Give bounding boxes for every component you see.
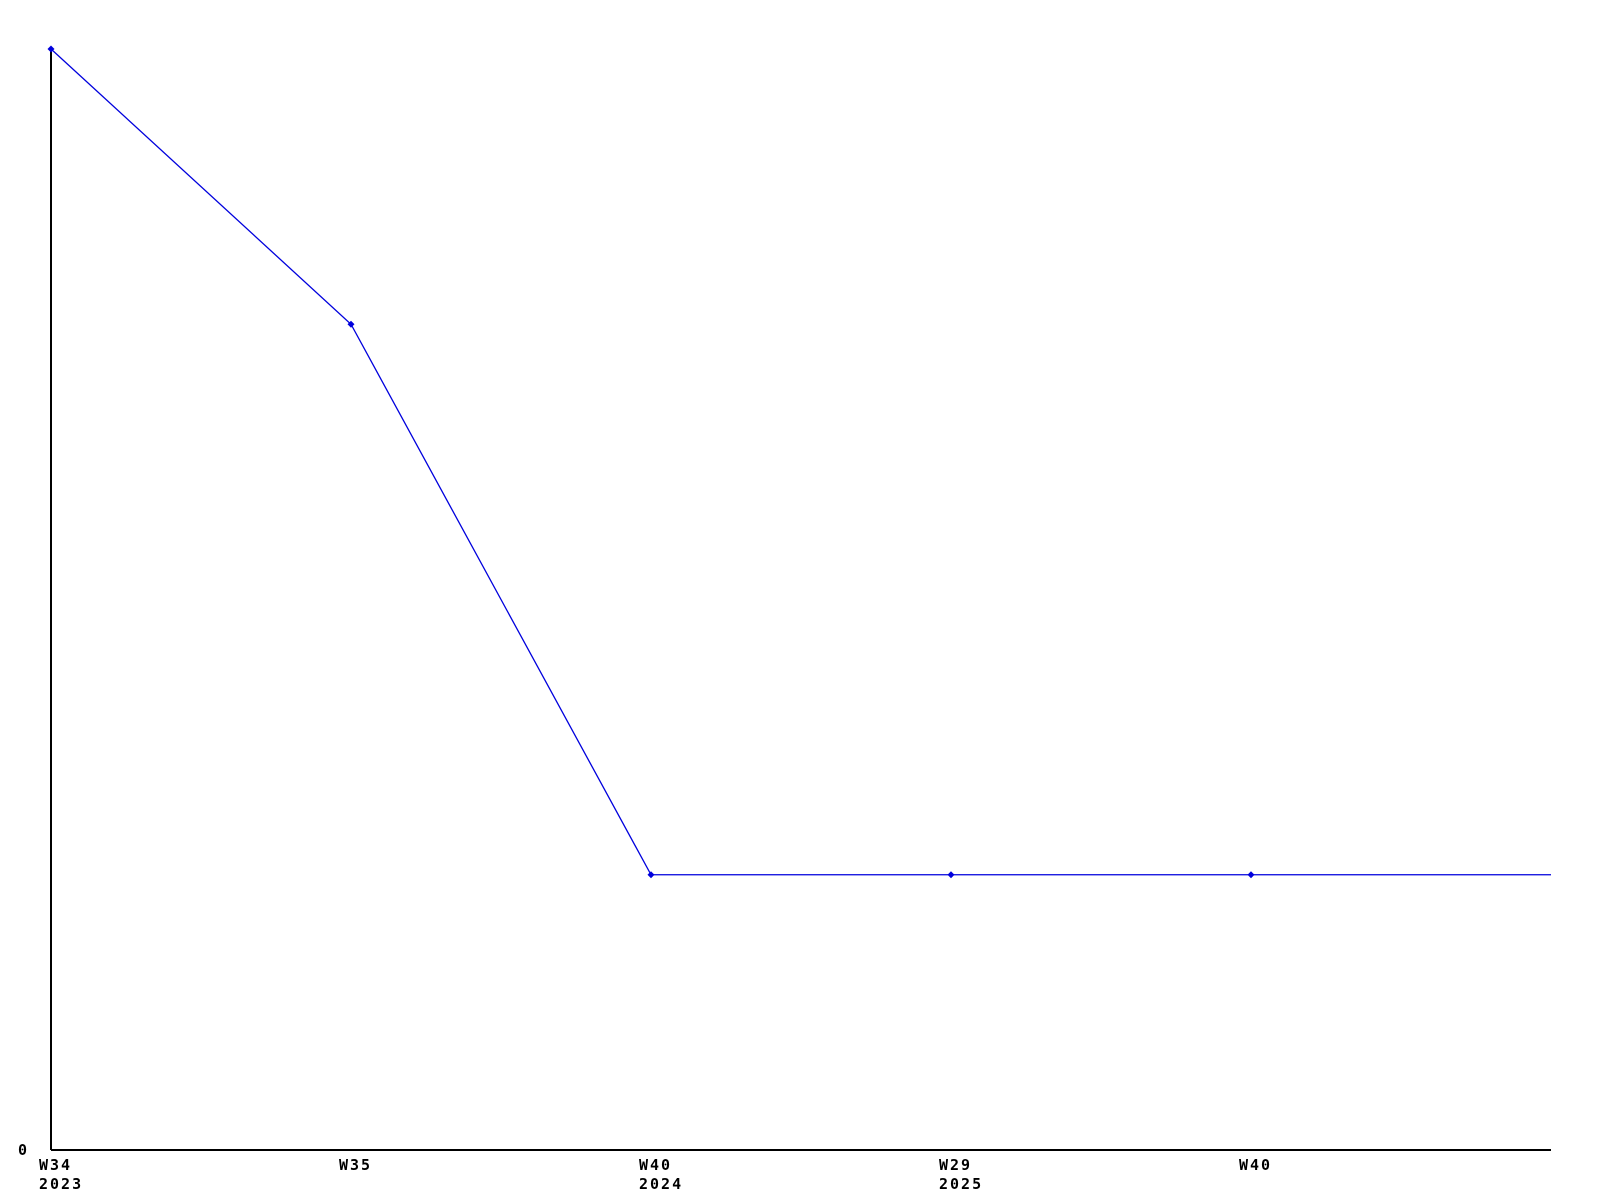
data-point-marker <box>647 871 655 879</box>
x-tick-year-label: 2024 <box>639 1175 684 1193</box>
data-point-marker <box>47 45 55 53</box>
x-axis-tick-label: W40 <box>1239 1156 1272 1175</box>
series-line <box>50 48 1551 876</box>
x-axis-tick-label: W35 <box>339 1156 372 1175</box>
x-tick-year-label: 2023 <box>39 1175 84 1193</box>
x-tick-week-label: W29 <box>939 1156 973 1174</box>
data-point-marker <box>947 871 955 879</box>
x-tick-year-label: 2025 <box>939 1175 984 1193</box>
x-tick-week-label: W40 <box>1239 1156 1273 1174</box>
data-point-marker <box>347 320 355 328</box>
x-axis-tick-label: W29 2025 <box>939 1156 983 1194</box>
x-axis-tick-label: W34 2023 <box>39 1156 83 1194</box>
x-tick-week-label: W35 <box>339 1156 373 1174</box>
x-tick-week-label: W40 <box>639 1156 673 1174</box>
x-tick-week-label: W34 <box>39 1156 73 1174</box>
x-axis-tick-label: W40 2024 <box>639 1156 683 1194</box>
y-axis-tick-label: 0 <box>18 1141 28 1159</box>
data-point-marker <box>1247 871 1255 879</box>
